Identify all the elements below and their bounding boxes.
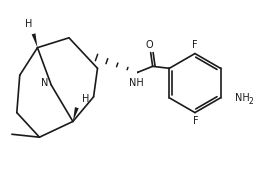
- Text: H: H: [25, 19, 32, 29]
- Text: F: F: [192, 40, 198, 50]
- Text: N: N: [41, 78, 48, 88]
- Text: NH: NH: [235, 93, 250, 103]
- Text: F: F: [193, 116, 199, 127]
- Text: H: H: [82, 94, 89, 104]
- Polygon shape: [73, 107, 79, 121]
- Text: NH: NH: [128, 78, 143, 88]
- Text: O: O: [146, 40, 154, 50]
- Text: 2: 2: [248, 97, 253, 106]
- Polygon shape: [32, 33, 37, 48]
